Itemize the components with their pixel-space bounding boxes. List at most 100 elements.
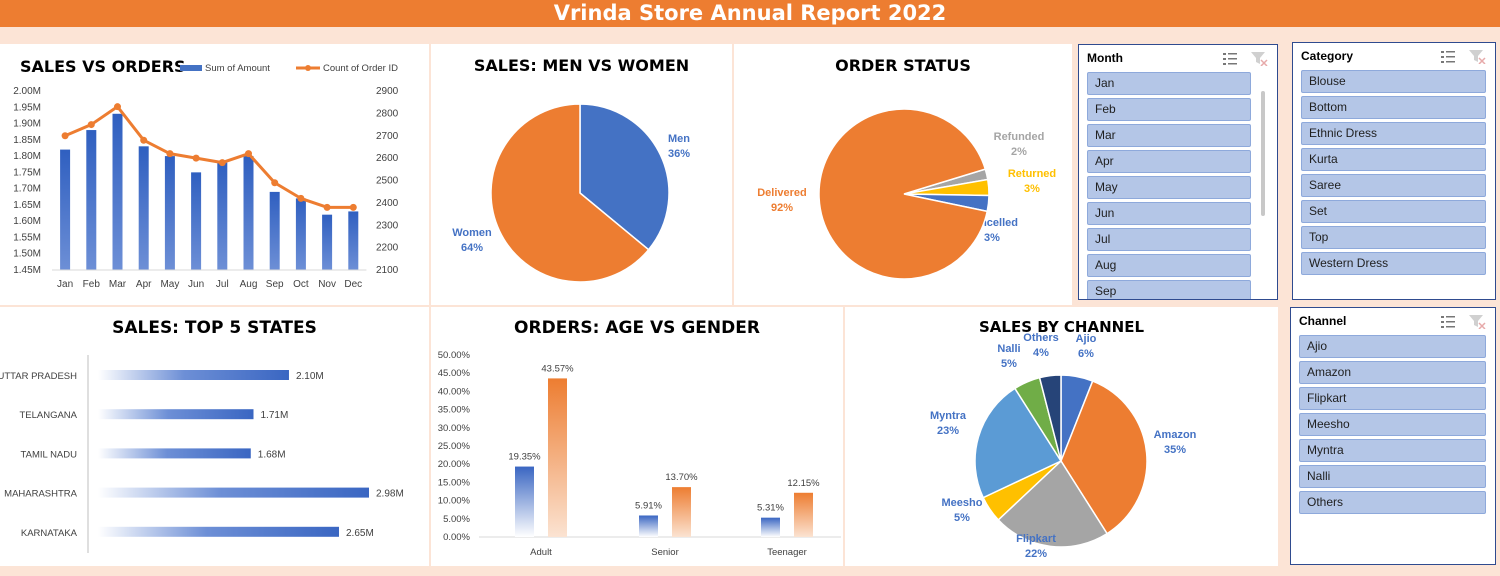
y-axis-tick: 15.00% <box>438 477 471 488</box>
category-slicer-item-top[interactable]: Top <box>1301 226 1486 249</box>
orders-point <box>192 154 200 162</box>
channel-label-name: Nalli <box>997 343 1020 355</box>
left-axis-tick: 1.80M <box>13 151 41 162</box>
multi-select-icon[interactable] <box>1441 316 1455 328</box>
state-label: KARNATAKA <box>21 528 78 539</box>
month-slicer-item-aug[interactable]: Aug <box>1087 254 1251 277</box>
channel-label-name: Ajio <box>1076 333 1097 345</box>
channel-slice-amazon <box>1060 380 1148 535</box>
month-slicer-item-jan[interactable]: Jan <box>1087 72 1251 95</box>
sales-bar <box>322 214 333 270</box>
channel-slicer-item-amazon[interactable]: Amazon <box>1299 361 1486 384</box>
sales-vs-orders-title: SALES VS ORDERS <box>20 57 186 76</box>
channel-slicer-item-meesho[interactable]: Meesho <box>1299 413 1486 436</box>
month-tick: Oct <box>293 279 309 290</box>
men-women-label-value: 36% <box>668 148 690 160</box>
channel-slice-others <box>1038 374 1062 462</box>
channel-label-value: 23% <box>937 425 959 437</box>
clear-filter-icon[interactable] <box>1469 50 1486 64</box>
category-slicer-item-blouse[interactable]: Blouse <box>1301 70 1486 93</box>
month-slicer-icons <box>1223 52 1268 66</box>
month-tick: Apr <box>136 279 152 290</box>
y-axis-tick: 50.00% <box>438 350 471 361</box>
men-women-label-value: 64% <box>461 242 483 254</box>
state-label: MAHARASHTRA <box>4 489 78 500</box>
men-vs-women-chart: Men 36% Women 64% <box>452 103 690 283</box>
order-status-label-value: 92% <box>771 202 793 214</box>
month-tick: Dec <box>344 279 362 290</box>
channel-slicer-item-flipkart[interactable]: Flipkart <box>1299 387 1486 410</box>
left-axis-tick: 1.70M <box>13 184 41 195</box>
state-label: UTTAR PRADESH <box>0 371 77 382</box>
category-slicer-item-bottom[interactable]: Bottom <box>1301 96 1486 119</box>
sales-vs-orders-panel: SALES VS ORDERS 1.45M 1.50M 1.55M 1.60M 1.65… <box>0 44 429 305</box>
month-slicer-item-feb[interactable]: Feb <box>1087 98 1251 121</box>
left-axis-tick: 1.45M <box>13 265 41 276</box>
category-slicer-item-saree[interactable]: Saree <box>1301 174 1486 197</box>
month-slicer-item-sep[interactable]: Sep <box>1087 280 1251 299</box>
sales-vs-orders-chart: 1.45M 1.50M 1.55M 1.60M 1.65M 1.70M 1.75M 1.80M… <box>13 63 399 290</box>
channel-label-name: Meesho <box>942 497 983 509</box>
month-tick: Sep <box>266 279 284 290</box>
clear-filter-icon[interactable] <box>1469 315 1486 329</box>
y-axis-tick: 25.00% <box>438 441 471 452</box>
right-axis-tick: 2600 <box>376 153 399 164</box>
y-axis-tick: 0.00% <box>443 532 470 543</box>
sales-by-channel-title: SALES BY CHANNEL <box>978 318 1145 336</box>
age-gender-bar <box>672 487 691 537</box>
channel-slice-myntra <box>974 387 1063 499</box>
channel-slicer-header: Channel <box>1299 314 1347 328</box>
channel-slicer-item-others[interactable]: Others <box>1299 491 1486 514</box>
channel-label-value: 6% <box>1078 348 1094 360</box>
category-slicer-item-kurta[interactable]: Kurta <box>1301 148 1486 171</box>
left-axis-tick: 1.85M <box>13 135 41 146</box>
multi-select-icon[interactable] <box>1441 51 1455 63</box>
channel-slicer-item-myntra[interactable]: Myntra <box>1299 439 1486 462</box>
left-axis-tick: 2.00M <box>13 86 41 97</box>
orders-point <box>61 132 69 140</box>
y-axis-tick: 45.00% <box>438 368 471 379</box>
month-slicer-item-apr[interactable]: Apr <box>1087 150 1251 173</box>
age-vs-gender-chart: 0.00% 5.00% 10.00% 15.00% 20.00% 25.00% 30.00%… <box>438 350 841 558</box>
month-slicer-scrollbar[interactable] <box>1261 91 1265 216</box>
state-bar <box>98 526 339 537</box>
y-axis-tick: 10.00% <box>438 496 471 507</box>
sales-bar <box>295 198 306 270</box>
sales-bar <box>164 156 175 270</box>
left-axis-tick: 1.95M <box>13 102 41 113</box>
right-axis-tick: 2300 <box>376 220 399 231</box>
month-slicer-item-may[interactable]: May <box>1087 176 1251 199</box>
order-status-label-name: Refunded <box>994 131 1045 143</box>
top-states-title: SALES: TOP 5 STATES <box>112 318 317 338</box>
month-slicer-item-mar[interactable]: Mar <box>1087 124 1251 147</box>
right-axis-tick: 2500 <box>376 176 399 187</box>
channel-label-name: Amazon <box>1154 429 1197 441</box>
category-slicer-header: Category <box>1301 49 1354 63</box>
month-slicer-item-jun[interactable]: Jun <box>1087 202 1251 225</box>
category-slicer-item-set[interactable]: Set <box>1301 200 1486 223</box>
month-slicer-item-jul[interactable]: Jul <box>1087 228 1251 251</box>
orders-point <box>114 103 121 111</box>
age-gender-bar <box>761 517 780 537</box>
y-axis-tick: 20.00% <box>438 459 471 470</box>
clear-filter-icon[interactable] <box>1251 52 1268 66</box>
sales-by-channel-panel: SALES BY CHANNEL Ajio 6% Amazon 35% Flipkart… <box>845 307 1278 566</box>
channel-slicer-item-ajio[interactable]: Ajio <box>1299 335 1486 358</box>
age-gender-value-label: 5.31% <box>757 503 784 514</box>
state-bar <box>98 487 369 498</box>
age-group-tick: Senior <box>651 547 678 558</box>
category-slicer-item-western-dress[interactable]: Western Dress <box>1301 252 1486 275</box>
multi-select-icon[interactable] <box>1223 53 1237 65</box>
right-axis-tick: 2800 <box>376 108 399 119</box>
y-axis-tick: 35.00% <box>438 405 471 416</box>
state-bar <box>98 448 251 459</box>
men-women-slice-women <box>490 103 650 283</box>
month-tick: Feb <box>83 279 101 290</box>
state-value-label: 1.71M <box>261 410 289 421</box>
category-slicer-item-ethnic-dress[interactable]: Ethnic Dress <box>1301 122 1486 145</box>
left-axis-tick: 1.55M <box>13 232 41 243</box>
legend-orders-marker <box>305 65 311 71</box>
channel-slicer-item-nalli[interactable]: Nalli <box>1299 465 1486 488</box>
order-status-slice-delivered <box>818 108 989 280</box>
month-slicer: Month Jan Feb Mar Apr May Jun Jul Aug Sep <box>1078 44 1278 300</box>
